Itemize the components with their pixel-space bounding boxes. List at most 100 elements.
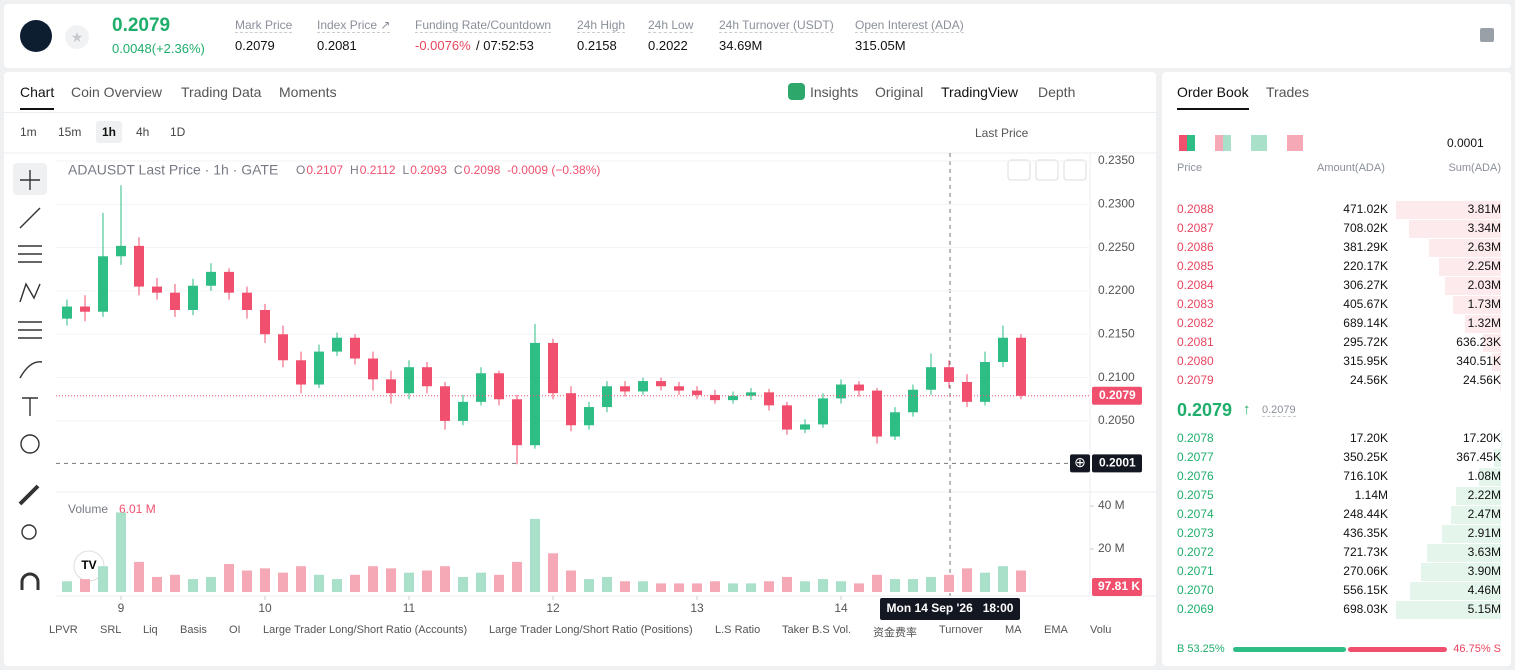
cross-price-label: 0.2001 <box>1099 456 1136 470</box>
ob-tab[interactable]: Trades <box>1266 84 1310 100</box>
indicator[interactable]: SRL <box>100 624 122 636</box>
ob-view-toggle[interactable] <box>1179 135 1195 151</box>
volume-bar <box>458 576 468 592</box>
scroll-down-button[interactable] <box>1007 159 1031 181</box>
ob-view-toggle[interactable] <box>1287 135 1303 151</box>
text-icon[interactable] <box>22 397 38 416</box>
indicator[interactable]: Turnover <box>939 624 983 636</box>
indicator[interactable]: OI <box>229 624 241 636</box>
ob-price[interactable]: 0.2076 <box>1177 469 1214 483</box>
pattern-icon[interactable] <box>19 282 41 303</box>
candle-body <box>494 373 504 400</box>
candle-body <box>728 395 738 401</box>
depth-bar <box>1408 220 1501 238</box>
volume-bar <box>980 572 990 592</box>
ob-amount: 716.10K <box>1343 469 1388 483</box>
y-tick-label: 0.2200 <box>1098 283 1135 297</box>
mid-price[interactable]: 0.2079 <box>1177 400 1233 420</box>
ohlc-value: 0.2112 <box>360 163 396 177</box>
volume-bar <box>872 574 882 592</box>
ob-price[interactable]: 0.2071 <box>1177 564 1214 578</box>
interval[interactable]: 1h <box>96 121 123 143</box>
magnet-icon[interactable] <box>20 572 40 590</box>
volume-bar <box>782 576 792 592</box>
ob-price[interactable]: 0.2069 <box>1177 602 1214 616</box>
interval[interactable]: 1m <box>20 125 37 139</box>
candle-body <box>836 384 846 399</box>
indicator[interactable]: Liq <box>143 624 158 636</box>
fib-icon[interactable] <box>18 321 42 339</box>
ob-price[interactable]: 0.2085 <box>1177 259 1214 273</box>
ob-price[interactable]: 0.2075 <box>1177 488 1214 502</box>
indicator[interactable]: 资金费率 <box>873 627 917 639</box>
stat-label: Open Interest (ADA) <box>855 18 964 33</box>
book-icon[interactable] <box>1480 28 1494 42</box>
indicator[interactable]: Taker B.S Vol. <box>782 624 852 636</box>
collapse-button[interactable] <box>1035 159 1059 181</box>
ob-price[interactable]: 0.2081 <box>1177 335 1214 349</box>
cross-icon[interactable] <box>20 170 40 190</box>
price-type[interactable]: Last Price <box>975 126 1029 140</box>
ob-view-toggle[interactable] <box>1251 135 1267 151</box>
ob-price[interactable]: 0.2078 <box>1177 431 1214 445</box>
ob-price[interactable]: 0.2070 <box>1177 583 1214 597</box>
favorite-star[interactable]: ★ <box>65 25 89 49</box>
ob-price[interactable]: 0.2082 <box>1177 316 1214 330</box>
indicator[interactable]: MA <box>1005 624 1022 636</box>
view-tab[interactable]: Insights <box>810 84 859 100</box>
stat-value: 315.05M <box>855 38 906 53</box>
ob-amount: 556.15K <box>1343 583 1388 597</box>
view-tab[interactable]: Depth <box>1038 84 1076 100</box>
view-tab[interactable]: TradingView <box>941 84 1019 100</box>
volume-bar <box>710 581 720 592</box>
indicator[interactable]: LPVR <box>49 624 78 636</box>
ob-view-toggle[interactable] <box>1215 135 1231 151</box>
volume-bar <box>98 566 108 592</box>
add-alert-icon: ⊕ <box>1074 454 1086 470</box>
price-change: 0.0048(+2.36%) <box>112 41 205 56</box>
chart-tab[interactable]: Chart <box>20 84 55 100</box>
chart-tab[interactable]: Trading Data <box>181 84 262 100</box>
ob-price[interactable]: 0.2072 <box>1177 545 1214 559</box>
ob-price[interactable]: 0.2087 <box>1177 221 1214 235</box>
ob-price[interactable]: 0.2074 <box>1177 507 1214 521</box>
ob-price[interactable]: 0.2086 <box>1177 240 1214 254</box>
ob-price[interactable]: 0.2077 <box>1177 450 1214 464</box>
interval[interactable]: 1D <box>170 125 186 139</box>
precision[interactable]: 0.0001 <box>1447 136 1484 150</box>
refresh-button[interactable] <box>1063 159 1087 181</box>
chart-tab[interactable]: Moments <box>279 84 337 100</box>
ob-price[interactable]: 0.2079 <box>1177 373 1214 387</box>
ob-price[interactable]: 0.2084 <box>1177 278 1214 292</box>
indicator[interactable]: EMA <box>1044 624 1068 636</box>
channel-icon[interactable] <box>18 245 42 263</box>
indicator[interactable]: Volu <box>1090 624 1112 636</box>
chart-tab[interactable]: Coin Overview <box>71 84 163 100</box>
ob-price[interactable]: 0.2088 <box>1177 202 1214 216</box>
ob-sum: 3.81M <box>1467 202 1501 216</box>
ruler-icon[interactable] <box>18 484 40 506</box>
mid-mark: 0.2079 <box>1262 404 1296 417</box>
indicator[interactable]: L.S Ratio <box>715 624 761 636</box>
ob-price[interactable]: 0.2083 <box>1177 297 1214 311</box>
interval[interactable]: 15m <box>58 125 82 139</box>
interval[interactable]: 4h <box>136 125 150 139</box>
ob-price[interactable]: 0.2073 <box>1177 526 1214 540</box>
emoji-icon[interactable] <box>20 434 40 454</box>
view-tab[interactable]: Original <box>875 84 924 100</box>
ob-tab[interactable]: Order Book <box>1177 84 1249 100</box>
indicator[interactable]: Large Trader Long/Short Ratio (Positions… <box>489 624 693 636</box>
volume-bar <box>674 583 684 592</box>
indicator[interactable]: Large Trader Long/Short Ratio (Accounts) <box>263 624 468 636</box>
indicator[interactable]: Basis <box>180 624 207 636</box>
line-icon[interactable] <box>19 207 41 229</box>
volume-bar <box>422 570 432 592</box>
buy-ratio-bar <box>1233 647 1346 652</box>
zoom-icon[interactable] <box>21 524 37 540</box>
coin-logo <box>20 20 52 52</box>
ob-price[interactable]: 0.2080 <box>1177 354 1214 368</box>
candle-body <box>998 337 1008 362</box>
candle-body <box>584 407 594 426</box>
brush-icon[interactable] <box>19 361 43 379</box>
volume-current: 6.01 M <box>119 502 156 516</box>
